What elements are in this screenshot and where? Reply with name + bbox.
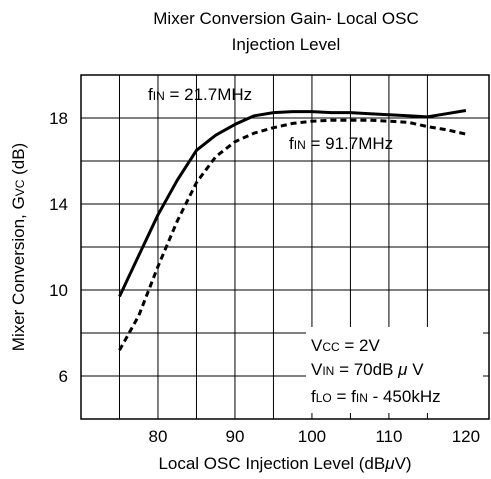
- series-line-2: [118, 118, 467, 351]
- y-tick-label: 14: [49, 195, 68, 214]
- x-tick-labels: 80 90 100 110 120: [149, 427, 481, 446]
- x-tick-label: 90: [226, 427, 245, 446]
- conditions-box: [306, 327, 483, 413]
- y-tick-label: 6: [59, 367, 68, 386]
- plot-frame: [80, 74, 490, 420]
- chart-title-line1: Mixer Conversion Gain- Local OSC: [153, 9, 418, 28]
- y-tick-labels: 6 10 14 18: [49, 109, 68, 386]
- chart-title-line2: Injection Level: [232, 35, 341, 54]
- y-tick-label: 18: [49, 109, 68, 128]
- annotation-flo: fLO = fIN - 450kHz: [311, 387, 441, 406]
- grid: [81, 75, 489, 419]
- annotation-vcc: VCC = 2V: [311, 336, 381, 355]
- x-tick-label: 80: [149, 427, 168, 446]
- y-axis-label: Mixer Conversion, GVC (dB): [9, 143, 28, 351]
- x-tick-label: 120: [452, 427, 480, 446]
- annotation-vin: VIN = 70dB μ V: [311, 360, 424, 379]
- annotation-fin-91-7: fIN = 91.7MHz: [289, 134, 393, 153]
- x-axis-label: Local OSC Injection Level (dBμV): [158, 454, 411, 473]
- x-tick-label: 100: [298, 427, 326, 446]
- x-tick-label: 110: [375, 427, 402, 446]
- series-line-1: [118, 109, 467, 298]
- annotation-fin-21-7: fIN = 21.7MHz: [148, 85, 252, 104]
- series-group: [118, 109, 467, 351]
- y-tick-label: 10: [49, 281, 68, 300]
